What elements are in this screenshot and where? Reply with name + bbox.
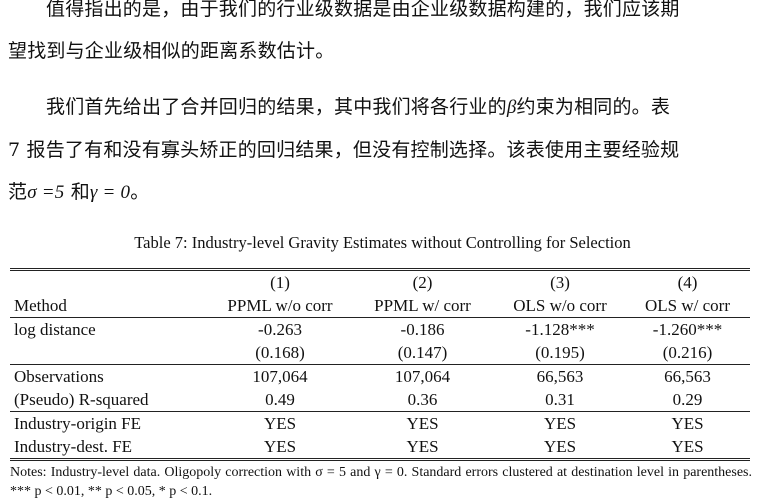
row-label: Observations (14, 367, 104, 386)
column-number: (1) (270, 273, 290, 292)
row-label (10, 341, 210, 365)
table-caption: Table 7: Industry-level Gravity Estimate… (134, 233, 631, 252)
table-cell: (0.216) (662, 343, 713, 362)
table-cell: 66,563 (536, 367, 584, 386)
table-cell: (0.147) (397, 343, 448, 362)
table-row: Industry-origin FE YES YES YES YES (10, 411, 750, 436)
table-row: Observations 107,064 107,064 66,563 66,5… (10, 364, 750, 389)
table-cell: 107,064 (394, 367, 451, 386)
method-header: PPML w/ corr (374, 296, 471, 315)
table-cell: -0.186 (400, 320, 445, 339)
table-row: (Pseudo) R-squared 0.49 0.36 0.31 0.29 (10, 388, 750, 412)
table-cell: YES (263, 437, 297, 456)
sigma-expression: σ =5 (27, 182, 65, 203)
table-cell: YES (406, 414, 439, 433)
table-cell: (0.168) (255, 343, 305, 362)
paragraph-2-line-1: 我们首先给出了合并回归的结果，其中我们将各行业的β约束为相同的。表 (46, 96, 671, 118)
table-cell: 0.31 (545, 390, 575, 409)
table-cell: YES (263, 414, 297, 433)
paragraph-2: 我们首先给出了合并回归的结果，其中我们将各行业的β约束为相同的。表 7 报告了有… (8, 86, 758, 214)
table-cell: -0.263 (258, 320, 302, 339)
method-label: Method (14, 296, 67, 315)
column-number: (3) (550, 273, 570, 292)
table-cell: -1.260*** (652, 320, 723, 339)
paragraph-1-line-1: 值得指出的是，由于我们的行业级数据是由企业级数据构建的，我们应该期 (46, 0, 680, 20)
row-label: Industry-origin FE (14, 414, 142, 433)
table-cell: 0.29 (672, 390, 703, 409)
table-cell: (0.195) (535, 343, 585, 362)
beta-symbol: β (506, 97, 517, 118)
paragraph-2-line-3: 范σ =5 和γ = 0。 (8, 181, 150, 203)
table-cell: YES (543, 437, 577, 456)
gamma-expression: γ = 0 (89, 182, 131, 203)
corner-cell (10, 270, 210, 295)
table-cell: 66,563 (664, 367, 711, 386)
table-cell: YES (671, 437, 704, 456)
method-header: OLS w/o corr (513, 296, 607, 315)
table-row: log distance -0.263 -0.186 -1.128*** -1.… (10, 317, 750, 342)
table-cell: YES (543, 414, 577, 433)
table-notes: Notes: Industry-level data. Oligopoly co… (10, 465, 752, 499)
method-header: PPML w/o corr (227, 296, 333, 315)
table-row: Industry-dest. FE YES YES YES YES (10, 435, 750, 460)
method-header: OLS w/ corr (645, 296, 730, 315)
row-label: log distance (14, 320, 96, 339)
table-cell: 107,064 (252, 367, 308, 386)
row-label: (Pseudo) R-squared (14, 390, 149, 409)
method-row: Method PPML w/o corr PPML w/ corr OLS w/… (10, 294, 750, 318)
table-cell: YES (406, 437, 439, 456)
paragraph-1: 值得指出的是，由于我们的行业级数据是由企业级数据构建的，我们应该期 望找到与企业… (8, 0, 758, 72)
column-number-row: (1) (2) (3) (4) (10, 269, 750, 295)
column-number: (2) (412, 273, 433, 292)
table-cell: -1.128*** (525, 320, 595, 339)
table-cell: 0.49 (265, 390, 295, 409)
table-cell: YES (671, 414, 704, 433)
table-row: (0.168) (0.147) (0.195) (0.216) (10, 341, 750, 365)
paragraph-1-line-2: 望找到与企业级相似的距离系数估计。 (8, 40, 335, 62)
regression-table: (1) (2) (3) (4) Method PPML w/o corr PPM… (10, 268, 750, 461)
paragraph-2-line-2: 7 报告了有和没有寡头矫正的回归结果，但没有控制选择。该表使用主要经验规 (8, 139, 680, 161)
table-cell: 0.36 (407, 390, 438, 409)
column-number: (4) (677, 273, 698, 292)
row-label: Industry-dest. FE (14, 437, 133, 456)
